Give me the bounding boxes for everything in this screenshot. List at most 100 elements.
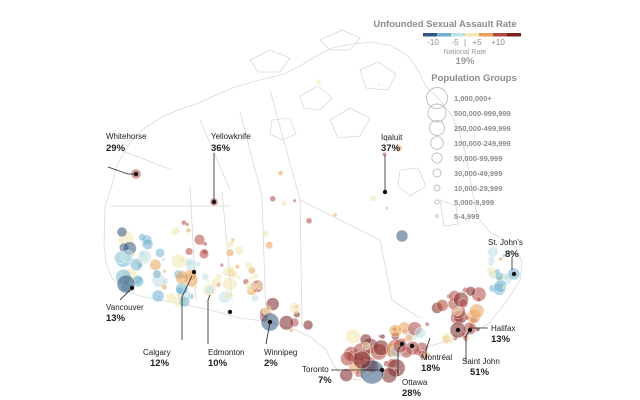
rate-bubble-large [395, 229, 409, 243]
rate-bubble [501, 253, 506, 258]
rate-bubble [502, 285, 507, 290]
rate-bubble [395, 144, 403, 152]
rate-bubble [469, 303, 485, 319]
rate-bubble [265, 305, 271, 311]
rate-bubble [332, 212, 338, 218]
rate-bubble [382, 151, 387, 157]
rate-bubble [315, 78, 322, 85]
rate-bubble [138, 233, 147, 242]
city-rate-calgary: 12% [150, 358, 170, 369]
rate-bubble [488, 261, 494, 267]
pop-label-3: 250,000-499,999 [454, 124, 511, 133]
rate-bubble [494, 271, 504, 281]
rate-bubble [178, 296, 190, 308]
marker-saint-john [455, 327, 461, 333]
pop-circle-9 [435, 214, 439, 218]
city-name-whitehorse: Whitehorse [106, 132, 147, 141]
city-name-st-johns: St. John's [488, 238, 523, 247]
marker-toronto [379, 367, 385, 373]
city-name-saint-john: Saint John [462, 357, 500, 366]
marker-halifax [467, 327, 473, 333]
tick-national: | [464, 38, 466, 47]
pop-label-6: 30,000-49,999 [454, 169, 502, 178]
rate-bubble [142, 238, 154, 250]
rate-bubble [256, 282, 264, 290]
rate-bubble [171, 253, 187, 269]
pop-label-2: 500,000-999,999 [454, 109, 511, 118]
city-name-iqaluit: Iqaluit [381, 133, 403, 142]
rate-bubble-large [116, 226, 128, 238]
city-rate-toronto: 7% [318, 375, 332, 386]
rate-bubble [305, 217, 313, 225]
rate-bubble [458, 298, 469, 309]
rate-bubble [465, 286, 476, 297]
national-rate-value: 19% [455, 56, 475, 67]
rate-bubble [234, 245, 244, 256]
rate-bubble [441, 332, 455, 345]
rate-bubble [476, 296, 482, 302]
pop-label-7: 10,000-29,999 [454, 184, 502, 193]
city-rate-yellowknife: 36% [211, 143, 231, 154]
rate-bubble [466, 336, 471, 341]
pop-circle-5 [431, 152, 443, 164]
population-legend-title: Population Groups [431, 73, 517, 84]
city-name-yellowknife: Yellowknife [211, 132, 251, 141]
rate-bubble [251, 294, 260, 303]
marker-iqaluit [382, 189, 388, 195]
pop-label-4: 100,000-249,999 [454, 139, 511, 148]
leader-lines [107, 153, 513, 376]
rate-bubble [226, 240, 235, 248]
city-name-montreal: Montréal [421, 353, 452, 362]
rate-bubble [201, 272, 209, 281]
rate-bubble [193, 234, 205, 246]
marker-yellowknife [211, 199, 217, 205]
population-legend: Population Groups 1,000,000+ 500,000-999… [426, 73, 517, 221]
pop-label-9: 5-4,999 [454, 212, 479, 221]
tick-minus-10: -10 [427, 38, 439, 47]
city-name-halifax: Halifax [491, 324, 515, 333]
national-rate-label: National Rate [444, 49, 487, 56]
marker-montreal [409, 343, 415, 349]
marker-ottawa [399, 341, 405, 347]
rate-bubble [261, 229, 270, 238]
rate-bubble [175, 270, 190, 285]
rate-bubble [464, 315, 470, 321]
scale-swatch-7 [507, 33, 521, 37]
city-markers [129, 171, 517, 373]
rate-bubble [452, 306, 463, 317]
marker-winnipeg [267, 319, 273, 325]
city-rate-st-johns: 8% [505, 249, 519, 260]
rate-bubble [162, 269, 167, 274]
rate-bubble [155, 248, 165, 258]
rate-bubble [340, 351, 355, 366]
marker-vancouver [129, 285, 135, 291]
rate-bubble-large [392, 338, 408, 354]
rate-bubble [414, 327, 426, 339]
rate-bubble [277, 170, 284, 176]
pop-circle-2 [427, 103, 447, 123]
rate-bubble [389, 324, 403, 338]
scale-swatch-6 [493, 33, 507, 37]
rate-bubble [152, 269, 162, 279]
rate-bubble [424, 321, 430, 327]
rate-bubble [404, 334, 413, 343]
city-name-winnipeg: Winnipeg [264, 348, 297, 357]
rate-bubble [289, 302, 301, 314]
city-name-edmonton: Edmonton [208, 348, 244, 357]
rate-bubble [236, 275, 241, 280]
city-rate-ottawa: 28% [402, 388, 422, 399]
city-name-vancouver: Vancouver [106, 303, 144, 312]
city-name-ottawa: Ottawa [402, 378, 428, 387]
rate-bubble [224, 290, 234, 300]
city-rate-vancouver: 13% [106, 313, 126, 324]
rate-bubble [141, 256, 147, 262]
rate-bubble [170, 226, 180, 236]
rate-bubble [161, 257, 166, 262]
pop-circle-6 [432, 168, 442, 178]
rate-bubble [265, 241, 274, 250]
rate-bubble [369, 194, 377, 202]
rate-bubble [185, 258, 197, 271]
pop-circle-7 [433, 184, 441, 192]
city-rate-montreal: 18% [421, 363, 441, 374]
rate-bubble [202, 241, 208, 247]
